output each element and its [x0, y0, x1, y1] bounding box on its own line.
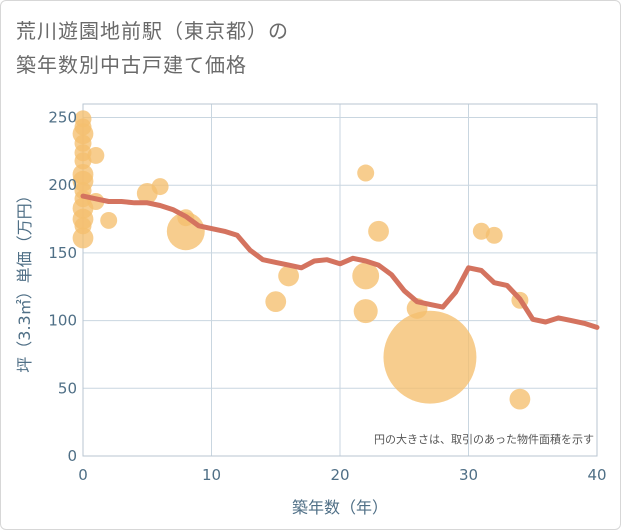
- data-bubble: [352, 262, 380, 290]
- data-bubble: [353, 299, 378, 324]
- y-tick-label: 50: [58, 379, 77, 397]
- x-axis-title: 築年数（年）: [292, 498, 388, 517]
- chart-title-line1: 荒川遊園地前駅（東京都）の: [16, 19, 289, 43]
- y-tick-label: 100: [48, 312, 77, 330]
- x-tick-label: 30: [459, 466, 478, 484]
- data-bubble: [278, 265, 299, 287]
- data-bubble: [265, 291, 287, 313]
- data-bubble: [509, 388, 531, 410]
- bubble-size-note: 円の大きさは、取引のあった物件面積を示す: [374, 432, 594, 446]
- axis-ticks: 0 10 20 30 40 0 50 100 150 200 250: [48, 109, 606, 484]
- data-bubble: [72, 227, 94, 249]
- x-tick-label: 10: [202, 466, 221, 484]
- data-bubble: [472, 222, 490, 240]
- x-tick-label: 20: [330, 466, 349, 484]
- data-bubble: [100, 211, 118, 229]
- data-bubble: [357, 164, 375, 182]
- data-bubble: [368, 220, 389, 242]
- bubble-series: [72, 110, 531, 410]
- trend-line: [80, 193, 600, 330]
- data-bubble: [383, 310, 477, 404]
- grid-lines: [83, 104, 597, 456]
- x-tick-label: 40: [587, 466, 606, 484]
- chart-title: 荒川遊園地前駅（東京都）の 築年数別中古戸建て価格: [16, 14, 576, 82]
- x-tick-label: 0: [78, 466, 88, 484]
- data-bubble: [87, 146, 105, 164]
- data-bubble: [151, 178, 169, 196]
- y-tick-label: 150: [48, 244, 77, 262]
- chart-title-line2: 築年数別中古戸建て価格: [16, 53, 247, 77]
- y-tick-label: 0: [67, 447, 77, 465]
- data-bubble: [485, 226, 503, 244]
- y-tick-label: 200: [48, 176, 77, 194]
- y-tick-label: 250: [48, 109, 77, 127]
- plot-area-border: [82, 103, 598, 457]
- y-axis-title: 坪（3.3㎡）単価（万円）: [15, 187, 34, 372]
